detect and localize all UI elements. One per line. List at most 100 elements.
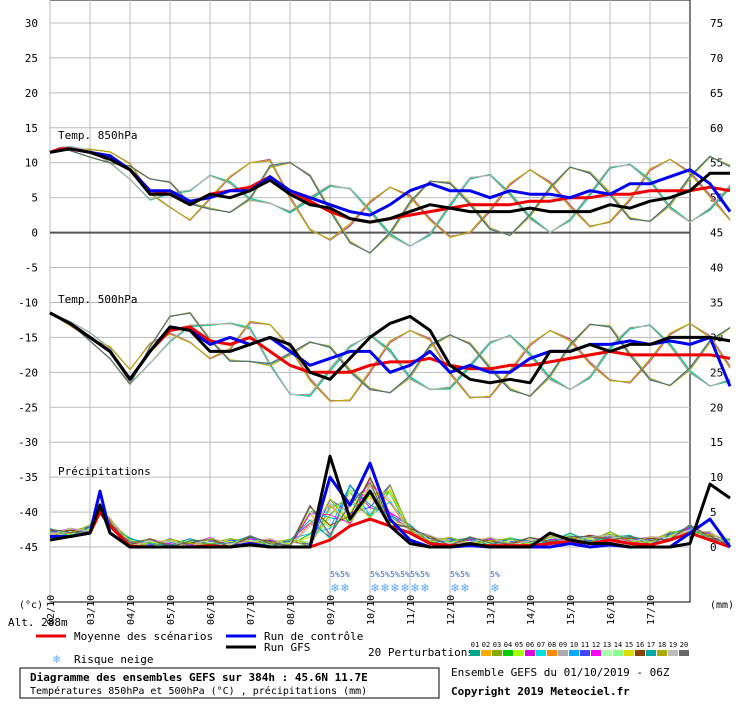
pert-swatch: [613, 650, 623, 656]
x-tick-label: 05/10: [166, 595, 177, 625]
pert-swatch: [657, 650, 667, 656]
snow-icon: ❄: [390, 581, 399, 596]
x-tick-label: 02/10: [46, 595, 57, 625]
pert-swatch: [602, 650, 612, 656]
pert-swatch: [624, 650, 634, 656]
snow-percent-label: 5%: [400, 570, 410, 579]
y-right-tick-label: 20: [710, 401, 723, 414]
y-right-tick-label: 45: [710, 227, 723, 240]
x-tick-label: 17/10: [646, 595, 657, 625]
y-left-tick-label: -20: [18, 366, 38, 379]
legend-gfs-label: Run GFS: [264, 641, 310, 654]
temp500-label: Temp. 500hPa: [58, 293, 137, 306]
perturbation-line-temp500: [49, 312, 731, 396]
y-left-tick-label: -35: [18, 471, 38, 484]
x-tick-label: 07/10: [246, 595, 257, 625]
y-right-tick-label: 65: [710, 87, 723, 100]
snow-percent-label: 5%: [460, 570, 470, 579]
snow-icon: ❄: [380, 581, 389, 596]
unit-mm: (mm): [710, 600, 734, 611]
pert-swatch: [547, 650, 557, 656]
pert-swatch: [481, 650, 491, 656]
pert-swatch: [569, 650, 579, 656]
x-tick-label: 11/10: [406, 595, 417, 625]
snow-percent-label: 5%: [390, 570, 400, 579]
y-right-tick-label: 15: [710, 436, 723, 449]
x-tick-label: 16/10: [606, 595, 617, 625]
footer-box: [19, 667, 440, 699]
perturbation-line-temp850: [49, 145, 731, 248]
x-tick-label: 10/10: [366, 595, 377, 625]
y-left-tick-label: 5: [31, 192, 38, 205]
pert-number: 16: [636, 641, 644, 649]
y-right-tick-label: 0: [710, 541, 717, 554]
snow-icon: ❄: [490, 581, 499, 596]
snow-icon: ❄: [340, 581, 349, 596]
pert-number: 02: [482, 641, 490, 649]
x-tick-label: 14/10: [526, 595, 537, 625]
y-left-tick-label: 10: [25, 157, 38, 170]
perturbation-line-temp500: [49, 312, 731, 397]
y-left-tick-label: -15: [18, 331, 38, 344]
y-left-tick-label: -10: [18, 296, 38, 309]
y-left-tick-label: 20: [25, 87, 38, 100]
pert-number: 09: [559, 641, 567, 649]
y-right-tick-label: 35: [710, 296, 723, 309]
legend-control-label: Run de contrôle: [264, 630, 363, 643]
pert-number: 08: [548, 641, 556, 649]
snow-percent-label: 5%: [380, 570, 390, 579]
series-line-temp850: [49, 147, 732, 217]
pert-number: 10: [570, 641, 578, 649]
footer-subtitle: Températures 850hPa et 500hPa (°C) , pré…: [30, 685, 367, 697]
footer-title: Diagramme des ensembles GEFS sur 384h : …: [30, 671, 368, 684]
y-left-tick-label: -25: [18, 401, 38, 414]
snow-percent-label: 5%: [490, 570, 500, 579]
pert-number: 12: [592, 641, 600, 649]
y-right-tick-label: 70: [710, 52, 723, 65]
pert-swatch: [514, 650, 524, 656]
x-tick-label: 04/10: [126, 595, 137, 625]
legend-snow-label: Risque neige: [74, 653, 153, 666]
pert-number: 11: [581, 641, 589, 649]
y-right-tick-label: 75: [710, 17, 723, 30]
pert-swatch: [536, 650, 546, 656]
unit-celsius: (°c): [19, 600, 43, 611]
snow-icon: ❄: [370, 581, 379, 596]
pert-swatch: [580, 650, 590, 656]
pert-number: 07: [537, 641, 545, 649]
legend-pert-label: 20 Perturbations: [368, 646, 474, 659]
snow-percent-label: 5%: [370, 570, 380, 579]
y-right-tick-label: 40: [710, 262, 723, 275]
x-tick-label: 09/10: [326, 595, 337, 625]
y-right-tick-label: 60: [710, 122, 723, 135]
pert-number: 15: [625, 641, 633, 649]
pert-swatch: [591, 650, 601, 656]
legend-mean-label: Moyenne des scénarios: [74, 630, 213, 643]
pert-swatch: [470, 650, 480, 656]
pert-swatch: [558, 650, 568, 656]
pert-swatch: [503, 650, 513, 656]
pert-swatch: [635, 650, 645, 656]
y-left-tick-label: -30: [18, 436, 38, 449]
x-tick-label: 03/10: [86, 595, 97, 625]
pert-number: 14: [614, 641, 622, 649]
x-tick-label: 06/10: [206, 595, 217, 625]
y-right-tick-label: 5: [710, 506, 717, 519]
copyright: Copyright 2019 Meteociel.fr: [451, 685, 630, 698]
pert-number: 01: [471, 641, 479, 649]
pert-number: 20: [680, 641, 688, 649]
pert-number: 19: [669, 641, 677, 649]
precip-label: Précipitations: [58, 465, 151, 478]
y-right-tick-label: 25: [710, 366, 723, 379]
snow-risk-icon: ❄: [53, 652, 60, 666]
x-tick-label: 12/10: [446, 595, 457, 625]
temp850-label: Temp. 850hPa: [58, 129, 137, 142]
y-left-tick-label: -5: [25, 262, 38, 275]
series-line-temp500: [49, 311, 731, 385]
y-left-tick-label: 0: [31, 227, 38, 240]
snow-icon: ❄: [450, 581, 459, 596]
pert-number: 05: [515, 641, 523, 649]
snow-percent-label: 5%: [450, 570, 460, 579]
